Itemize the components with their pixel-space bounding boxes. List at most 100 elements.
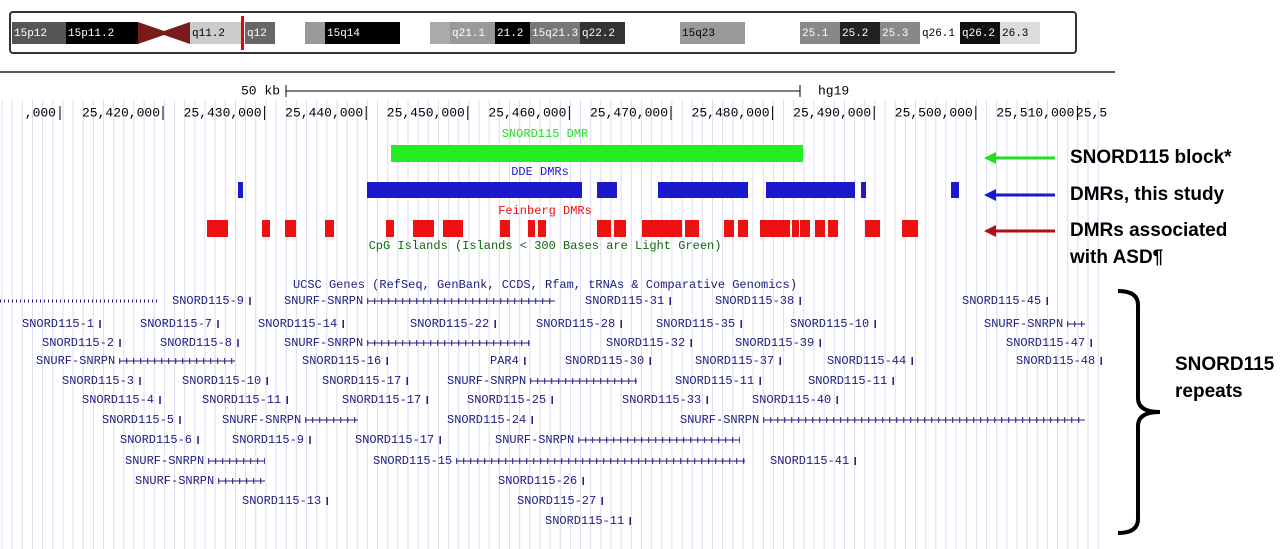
- annotation-arrows: [984, 152, 1055, 237]
- band: [625, 22, 680, 44]
- dmr-bar: [902, 220, 918, 237]
- coordinate-label: 25,430,000: [184, 105, 262, 120]
- gene-label: SNORD115-33: [622, 393, 701, 407]
- gene-label: SNORD115-27: [517, 494, 596, 508]
- gene-label: SNURF-SNRPN: [222, 413, 301, 427]
- band-label: q26.2: [962, 28, 995, 40]
- gene-track: SNORD115-9 SNURF-SNRPN SNORD115-31 SNORD115…: [0, 294, 1102, 528]
- coordinate-label: 25,470,000: [590, 105, 668, 120]
- dde-dmr-track: [238, 182, 959, 198]
- dmr-bar: [614, 220, 626, 237]
- track-label: CpG Islands (Islands < 300 Bases are Lig…: [369, 239, 722, 253]
- band-label: q26.1: [922, 28, 955, 40]
- dmr-bar: [528, 220, 535, 237]
- gene-label: SNORD115-37: [695, 354, 774, 368]
- gene-label: SNORD115-39: [735, 336, 814, 350]
- dmr-bar: [828, 220, 838, 237]
- gene-label: SNORD115-45: [962, 294, 1041, 308]
- gene-label: SNURF-SNRPN: [680, 413, 759, 427]
- band-label: 26.3: [1002, 28, 1028, 40]
- gene-label: SNORD115-35: [656, 317, 735, 331]
- band: [190, 22, 242, 44]
- gene-label: SNORD115-8: [160, 336, 232, 350]
- gene-label: SNORD115-47: [1006, 336, 1085, 350]
- gene-label: SNORD115-5: [102, 413, 174, 427]
- track-label: Feinberg DMRs: [498, 204, 592, 218]
- gene-label: SNURF-SNRPN: [984, 317, 1063, 331]
- annotation: with ASD¶: [1069, 247, 1163, 268]
- dmr-bar: [386, 220, 394, 237]
- annotation: DMRs associated: [1070, 220, 1227, 241]
- dmr-bar: [800, 220, 810, 237]
- band: [12, 22, 66, 44]
- arrow-head: [984, 152, 996, 164]
- gene-label: PAR4: [490, 354, 519, 368]
- band-label: q21.1: [452, 28, 485, 40]
- gene-label: SNURF-SNRPN: [284, 336, 363, 350]
- band-label: q22.2: [582, 28, 615, 40]
- feinberg-dmr-track: [207, 220, 918, 237]
- gene-label: SNORD115-40: [752, 393, 831, 407]
- gene-label: SNORD115-4: [82, 393, 154, 407]
- dmr-bar: [443, 220, 463, 237]
- arrow-head: [984, 225, 996, 237]
- dmr-bar: [207, 220, 228, 237]
- vertical-guides: [1, 100, 1099, 549]
- band: [960, 22, 1000, 44]
- annotation: DMRs, this study: [1070, 184, 1225, 205]
- gene-label: SNORD115-38: [715, 294, 794, 308]
- coordinate-label: ,000: [25, 105, 56, 120]
- gene-label: SNORD115-41: [770, 454, 849, 468]
- gene-label: SNORD115-10: [182, 374, 261, 388]
- gene-label: SNORD115-17: [322, 374, 401, 388]
- gene-label: SNORD115-32: [606, 336, 685, 350]
- gene-label: SNORD115-14: [258, 317, 337, 331]
- gene-label: SNORD115-13: [242, 494, 321, 508]
- band: [66, 22, 138, 44]
- dmr-bar: [262, 220, 270, 237]
- gene-label: SNORD115-1: [22, 317, 94, 331]
- gene-label: SNORD115-17: [342, 393, 421, 407]
- band-label: 15q23: [682, 28, 715, 40]
- gene-label: SNORD115-28: [536, 317, 615, 331]
- band: [680, 22, 745, 44]
- band-label: 25.1: [802, 28, 829, 40]
- band: [580, 22, 625, 44]
- dmr-bar: [413, 220, 434, 237]
- centromere: [138, 22, 190, 44]
- gene-label: SNORD115-31: [585, 294, 664, 308]
- band: [920, 22, 960, 44]
- gene-label: SNURF-SNRPN: [495, 433, 574, 447]
- dmr-bar: [285, 220, 296, 237]
- band: [430, 22, 450, 44]
- dmr-bar: [238, 182, 243, 198]
- band-label: 15q21.3: [532, 28, 578, 40]
- gene-label: SNORD115-11: [675, 374, 754, 388]
- ideogram: 15p12 15p11.2 q11.2 q12 15q14 q21.1 21.2 15q21.…: [12, 16, 1068, 50]
- band-label: q12: [247, 28, 267, 40]
- track-label: SNORD115 DMR: [502, 127, 588, 141]
- band: [325, 22, 400, 44]
- gene-label: SNURF-SNRPN: [125, 454, 204, 468]
- coordinate-label: 25,510,000: [996, 105, 1074, 120]
- band-label: q11.2: [192, 28, 225, 40]
- band-label: 21.2: [497, 28, 523, 40]
- band-label: 25.3: [882, 28, 908, 40]
- dmr-bar: [766, 182, 855, 198]
- gene-label: SNORD115-30: [565, 354, 644, 368]
- band: [1040, 22, 1068, 44]
- coordinate-label: 25,5: [1076, 105, 1107, 120]
- dmr-bar: [738, 220, 748, 237]
- band: [530, 22, 580, 44]
- coordinate-ruler: ,000 25,420,000 25,430,000 25,440,000 25,450…: [25, 105, 1107, 120]
- gene-label: SNORD115-26: [498, 474, 577, 488]
- band: [800, 22, 840, 44]
- gene-label: SNORD115-7: [140, 317, 212, 331]
- gene-label: SNORD115-3: [62, 374, 134, 388]
- band: [450, 22, 495, 44]
- dmr-bar: [951, 182, 959, 198]
- arrow-head: [984, 189, 996, 201]
- gene-label: SNORD115-11: [202, 393, 281, 407]
- band: [245, 22, 275, 44]
